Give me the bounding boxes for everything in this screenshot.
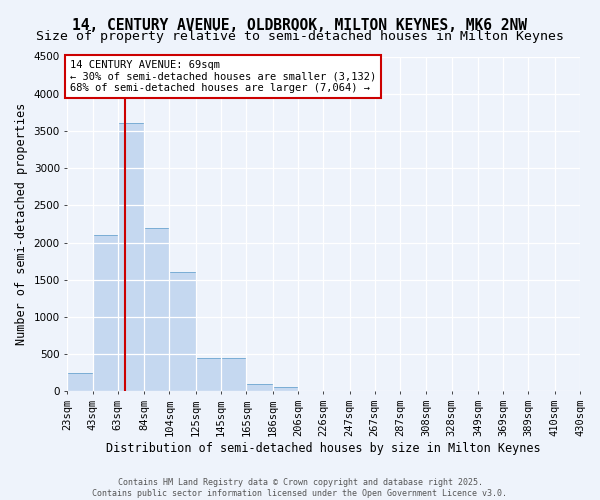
Text: 14, CENTURY AVENUE, OLDBROOK, MILTON KEYNES, MK6 2NW: 14, CENTURY AVENUE, OLDBROOK, MILTON KEY… [73, 18, 527, 32]
Bar [221, 358, 246, 392]
Bar [169, 272, 196, 392]
Bar [118, 124, 144, 392]
Bar [144, 228, 169, 392]
X-axis label: Distribution of semi-detached houses by size in Milton Keynes: Distribution of semi-detached houses by … [106, 442, 541, 455]
Text: Size of property relative to semi-detached houses in Milton Keynes: Size of property relative to semi-detach… [36, 30, 564, 43]
Text: 14 CENTURY AVENUE: 69sqm
← 30% of semi-detached houses are smaller (3,132)
68% o: 14 CENTURY AVENUE: 69sqm ← 30% of semi-d… [70, 60, 376, 93]
Bar [92, 235, 118, 392]
Bar [273, 387, 298, 392]
Bar [67, 372, 92, 392]
Bar [246, 384, 273, 392]
Y-axis label: Number of semi-detached properties: Number of semi-detached properties [15, 103, 28, 345]
Bar [196, 358, 221, 392]
Text: Contains HM Land Registry data © Crown copyright and database right 2025.
Contai: Contains HM Land Registry data © Crown c… [92, 478, 508, 498]
